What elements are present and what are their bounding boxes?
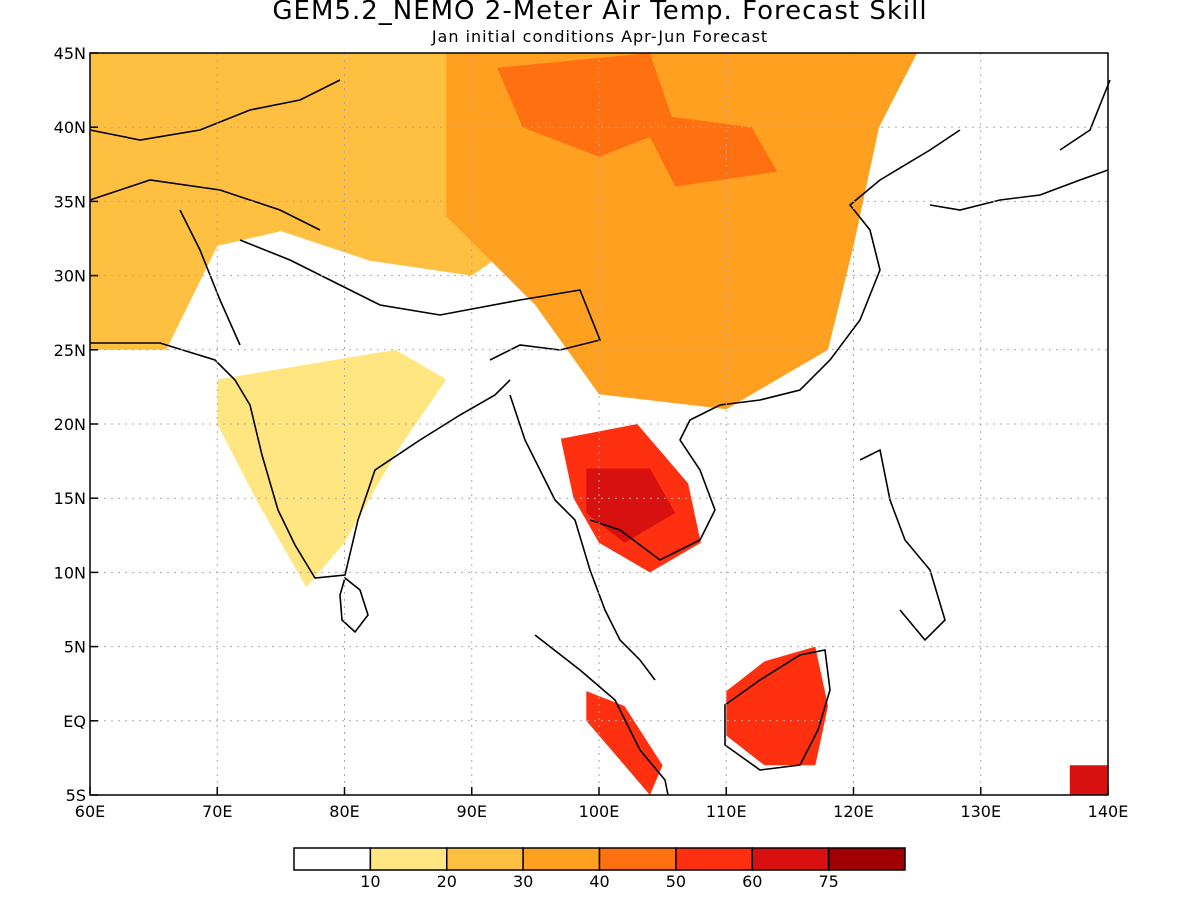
coastline-sri-lanka — [339, 576, 369, 634]
coastline-korea-japan — [929, 79, 1111, 211]
lat-tick-label: 25N — [54, 341, 86, 360]
colorbar: 10 20 30 40 50 60 75 — [293, 847, 906, 891]
coastline-philippines — [859, 448, 946, 642]
colorbar-swatch — [369, 847, 448, 871]
colorbar-swatch — [446, 847, 524, 871]
longitude-labels: 60E 70E 80E 90E 100E 110E 120E 130E 140E — [75, 802, 1129, 821]
skill-region-new-guinea — [1069, 765, 1108, 795]
skill-region-india — [217, 349, 447, 588]
lon-tick-label: 120E — [833, 802, 874, 821]
lat-tick-label: 40N — [54, 118, 86, 137]
coastline-borneo — [724, 649, 831, 771]
lon-tick-label: 80E — [329, 802, 359, 821]
lon-tick-label: 70E — [202, 802, 232, 821]
lon-tick-label: 90E — [457, 802, 487, 821]
lat-tick-label: 5S — [66, 786, 86, 805]
colorbar-label: 30 — [513, 872, 533, 891]
lat-tick-label: 15N — [54, 489, 86, 508]
colorbar-swatch — [751, 847, 830, 871]
colorbar-swatch — [522, 847, 601, 871]
lon-tick-label: 110E — [706, 802, 747, 821]
skill-region-indochina-core — [586, 468, 676, 543]
skill-region-sumatra — [586, 691, 663, 795]
colorbar-swatch — [675, 847, 753, 871]
lat-tick-label: 35N — [54, 192, 86, 211]
skill-region-tibet-hotspot — [497, 53, 676, 157]
border-himalaya — [239, 239, 602, 361]
coastline-sumatra — [534, 634, 669, 796]
coastline-india — [90, 342, 511, 579]
colorbar-label: 50 — [666, 872, 686, 891]
map-title: GEM5.2_NEMO 2-Meter Air Temp. Forecast S… — [272, 0, 928, 26]
border-central-asia — [89, 79, 341, 346]
lat-tick-label: 5N — [64, 638, 86, 657]
lat-tick-label: EQ — [63, 712, 86, 731]
colorbar-swatch — [293, 847, 372, 871]
lon-tick-label: 140E — [1088, 802, 1129, 821]
colorbar-label: 60 — [742, 872, 762, 891]
lon-tick-label: 100E — [579, 802, 620, 821]
colorbar-label: 40 — [589, 872, 609, 891]
skill-region-north-china-hotspot — [637, 112, 778, 187]
coastline-indochina — [509, 129, 961, 681]
lat-tick-label: 10N — [54, 563, 86, 582]
colorbar-swatch — [827, 847, 906, 871]
latitude-labels: 45N 40N 35N 30N 25N 20N 15N 10N 5N EQ 5S — [54, 44, 86, 805]
lon-tick-label: 60E — [75, 802, 105, 821]
coastline-layer — [89, 79, 1111, 796]
lon-tick-label: 130E — [960, 802, 1001, 821]
colorbar-label: 75 — [818, 872, 838, 891]
colorbar-label: 20 — [437, 872, 457, 891]
graticule-layer — [89, 52, 1109, 796]
lat-tick-label: 20N — [54, 415, 86, 434]
lat-tick-label: 30N — [54, 267, 86, 286]
skill-region-borneo — [726, 646, 828, 766]
colorbar-label: 10 — [360, 872, 380, 891]
map-frame — [89, 52, 1109, 796]
map-subtitle: Jan initial conditions Apr-Jun Forecast — [431, 27, 769, 46]
lat-tick-label: 45N — [54, 44, 86, 63]
colorbar-swatch — [598, 847, 677, 871]
